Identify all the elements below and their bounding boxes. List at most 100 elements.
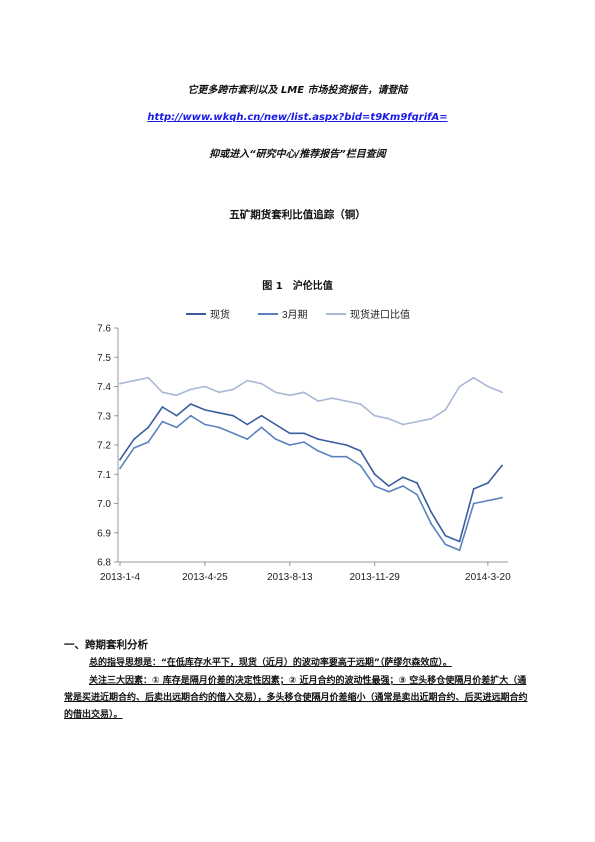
data-point <box>260 426 263 429</box>
data-point <box>430 417 433 420</box>
data-point <box>218 426 220 429</box>
promo-link-line: http://www.wkqh.cn/new/list.aspx?bid=t9K… <box>0 112 595 123</box>
data-point <box>303 441 305 443</box>
x-tick-label: 2013-11-29 <box>349 572 400 583</box>
y-axis: 7.6 7.5 7.4 7.3 7.2 7.1 7.0 6.9 6.8 <box>97 324 119 569</box>
data-point <box>430 511 433 514</box>
data-point <box>416 493 419 496</box>
data-point <box>402 485 404 487</box>
promo-text-2: 抑或进入“研究中心/推荐报告”栏目查阅 <box>209 149 386 160</box>
data-point <box>501 391 503 394</box>
data-point <box>232 432 235 435</box>
y-tick-label: 7.6 <box>97 324 111 335</box>
data-point <box>274 391 277 394</box>
data-point <box>345 400 348 403</box>
data-point <box>189 414 192 417</box>
data-point <box>260 414 263 417</box>
data-point <box>161 420 164 423</box>
data-point <box>175 414 178 417</box>
data-point <box>458 385 461 388</box>
y-tick-label: 7.1 <box>97 470 111 481</box>
data-point <box>345 444 348 446</box>
plot-area <box>119 376 503 552</box>
data-point <box>331 455 334 458</box>
data-point <box>246 438 249 441</box>
data-point <box>133 447 136 449</box>
data-point <box>486 385 489 388</box>
line-chart: 现货 3月期 现货进口比值 7.67.57.47.37.27.17.06.96.8 … <box>97 308 511 583</box>
legend-label: 现货 <box>210 308 230 321</box>
data-point <box>246 379 249 382</box>
data-point <box>147 426 150 429</box>
y-tick-label: 6.8 <box>97 558 111 569</box>
series-line-1 <box>119 414 503 552</box>
data-point <box>288 432 291 435</box>
data-point <box>288 444 291 446</box>
data-point <box>303 432 305 435</box>
data-point <box>359 449 362 452</box>
data-point <box>501 496 503 499</box>
data-point <box>331 397 334 400</box>
data-point <box>175 394 178 397</box>
data-point <box>486 482 489 484</box>
data-point <box>486 499 489 502</box>
data-point <box>161 406 164 408</box>
y-tick-label: 7.4 <box>97 382 111 393</box>
figure-caption: 图 1 沪伦比值 <box>262 281 333 292</box>
x-tick-label: 2013-4-25 <box>182 572 228 583</box>
data-point <box>133 379 136 382</box>
data-point <box>359 403 362 405</box>
data-point <box>387 485 390 487</box>
data-point <box>189 403 192 405</box>
y-tick-label: 7.0 <box>97 499 111 510</box>
paragraph: 关注三大因素：① 库存是隔月价差的决定性因素；② 近月合约的波动性最强；③ 空头… <box>64 676 528 720</box>
data-point <box>246 423 249 426</box>
data-point <box>472 502 475 505</box>
y-tick-label: 7.2 <box>97 441 111 452</box>
data-point <box>387 490 390 493</box>
legend-label: 3月期 <box>282 309 308 321</box>
data-point <box>147 441 150 443</box>
data-point <box>458 549 461 552</box>
report-link[interactable]: http://www.wkqh.cn/new/list.aspx?bid=t9K… <box>147 112 448 123</box>
data-point <box>260 382 263 385</box>
data-point <box>402 476 404 479</box>
data-point <box>317 449 319 452</box>
data-point <box>458 540 461 543</box>
data-point <box>303 391 305 394</box>
data-point <box>119 382 121 385</box>
data-point <box>161 391 164 394</box>
data-point <box>373 485 376 487</box>
chart-legend: 现货 3月期 现货进口比值 <box>186 308 410 321</box>
data-point <box>373 414 376 417</box>
data-point <box>189 388 192 391</box>
series-line-0 <box>119 403 503 543</box>
data-point <box>288 394 291 397</box>
document-title: 五矿期货套利比值追踪（铜） <box>229 209 366 221</box>
data-point <box>203 385 206 388</box>
paragraph: 总的指导思想是：“在低库存水平下，现货（近月）的波动率要高于远期”（萨缪尔森效应… <box>89 658 452 668</box>
data-point <box>147 376 150 379</box>
data-point <box>501 464 503 467</box>
data-point <box>345 455 348 458</box>
data-point <box>402 423 404 426</box>
data-point <box>203 409 206 411</box>
x-tick-label: 2013-8-13 <box>267 572 313 583</box>
data-point <box>430 523 433 525</box>
series-line-2 <box>119 376 503 426</box>
x-tick-label: 2013-1-4 <box>100 572 140 583</box>
data-point <box>218 411 220 414</box>
data-point <box>472 487 475 490</box>
data-point <box>331 441 334 443</box>
data-point <box>387 417 390 420</box>
data-point <box>133 438 136 441</box>
data-point <box>119 458 121 461</box>
data-point <box>317 438 319 441</box>
legend-label: 现货进口比值 <box>350 308 410 321</box>
section-heading: 一、跨期套利分析 <box>64 639 148 651</box>
data-point <box>232 414 235 417</box>
data-point <box>274 423 277 426</box>
data-point <box>274 438 277 441</box>
data-point <box>444 543 447 546</box>
data-point <box>119 467 121 470</box>
